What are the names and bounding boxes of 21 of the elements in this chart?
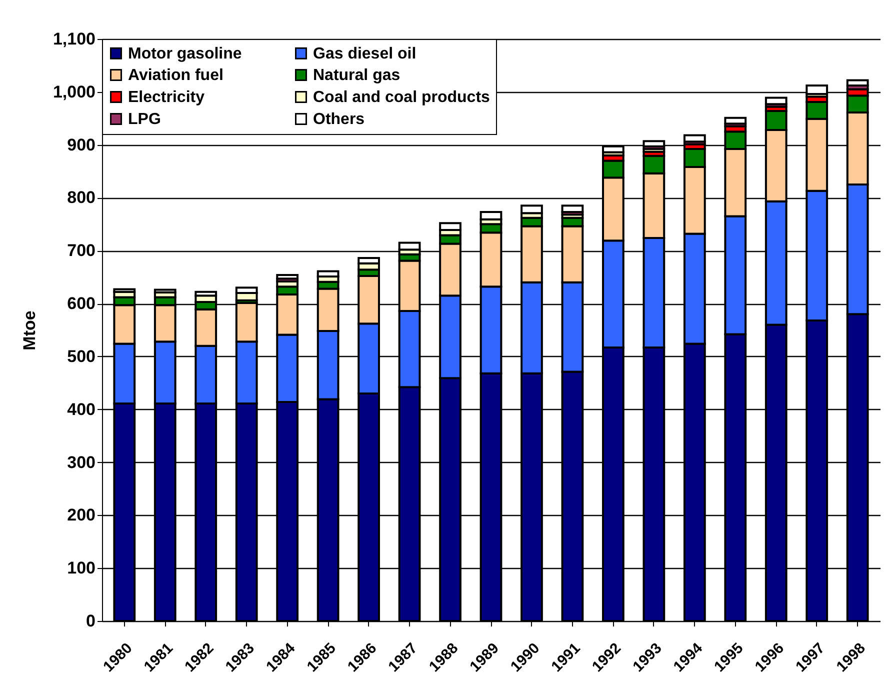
legend-label: Gas diesel oil	[313, 45, 416, 62]
y-tick-label: 600	[67, 294, 96, 314]
y-tick-label: 1,100	[52, 30, 96, 48]
legend-label: Motor gasoline	[128, 45, 242, 62]
y-tick-label: 800	[67, 188, 96, 208]
legend-label: LPG	[128, 111, 161, 128]
legend-label: Aviation fuel	[128, 67, 224, 84]
y-tick-label: 500	[67, 346, 96, 366]
y-tick-label: 400	[67, 400, 96, 419]
y-tick-label: 200	[67, 506, 96, 525]
y-tick-label: 0	[86, 612, 96, 630]
legend-label: Coal and coal products	[313, 89, 490, 106]
y-tick-label: 100	[67, 558, 96, 578]
y-tick-label: 900	[67, 135, 96, 154]
y-tick-label: 700	[67, 241, 96, 260]
y-tick-label: 300	[67, 452, 96, 472]
y-tick-label: 1,000	[52, 82, 96, 102]
legend-label: Others	[313, 111, 365, 128]
y-axis-title: Mtoe	[20, 310, 39, 350]
legend-label: Natural gas	[313, 67, 400, 84]
legend-label: Electricity	[128, 89, 205, 106]
